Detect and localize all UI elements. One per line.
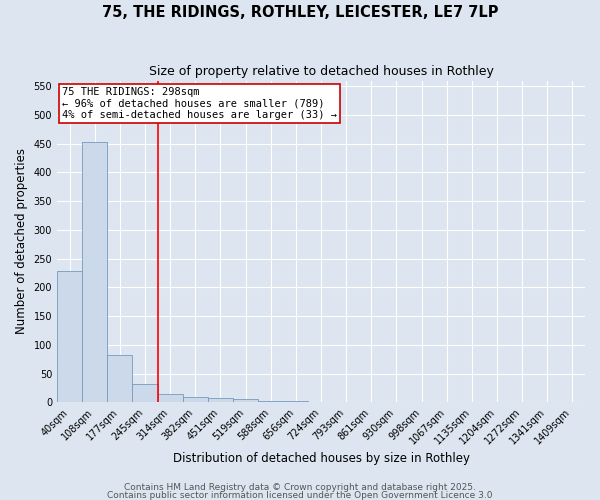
Bar [82, 142, 107, 403]
Title: Size of property relative to detached houses in Rothley: Size of property relative to detached ho… [149, 65, 493, 78]
Bar [107, 354, 133, 403]
Bar [183, 396, 208, 402]
Bar [133, 384, 158, 402]
Bar [283, 401, 308, 402]
Text: 75, THE RIDINGS, ROTHLEY, LEICESTER, LE7 7LP: 75, THE RIDINGS, ROTHLEY, LEICESTER, LE7… [102, 5, 498, 20]
Bar [233, 400, 258, 402]
Text: Contains HM Land Registry data © Crown copyright and database right 2025.: Contains HM Land Registry data © Crown c… [124, 484, 476, 492]
Bar [258, 400, 283, 402]
X-axis label: Distribution of detached houses by size in Rothley: Distribution of detached houses by size … [173, 452, 470, 465]
Y-axis label: Number of detached properties: Number of detached properties [15, 148, 28, 334]
Text: Contains public sector information licensed under the Open Government Licence 3.: Contains public sector information licen… [107, 491, 493, 500]
Text: 75 THE RIDINGS: 298sqm
← 96% of detached houses are smaller (789)
4% of semi-det: 75 THE RIDINGS: 298sqm ← 96% of detached… [62, 87, 337, 120]
Bar [57, 272, 82, 402]
Bar [158, 394, 183, 402]
Bar [208, 398, 233, 402]
